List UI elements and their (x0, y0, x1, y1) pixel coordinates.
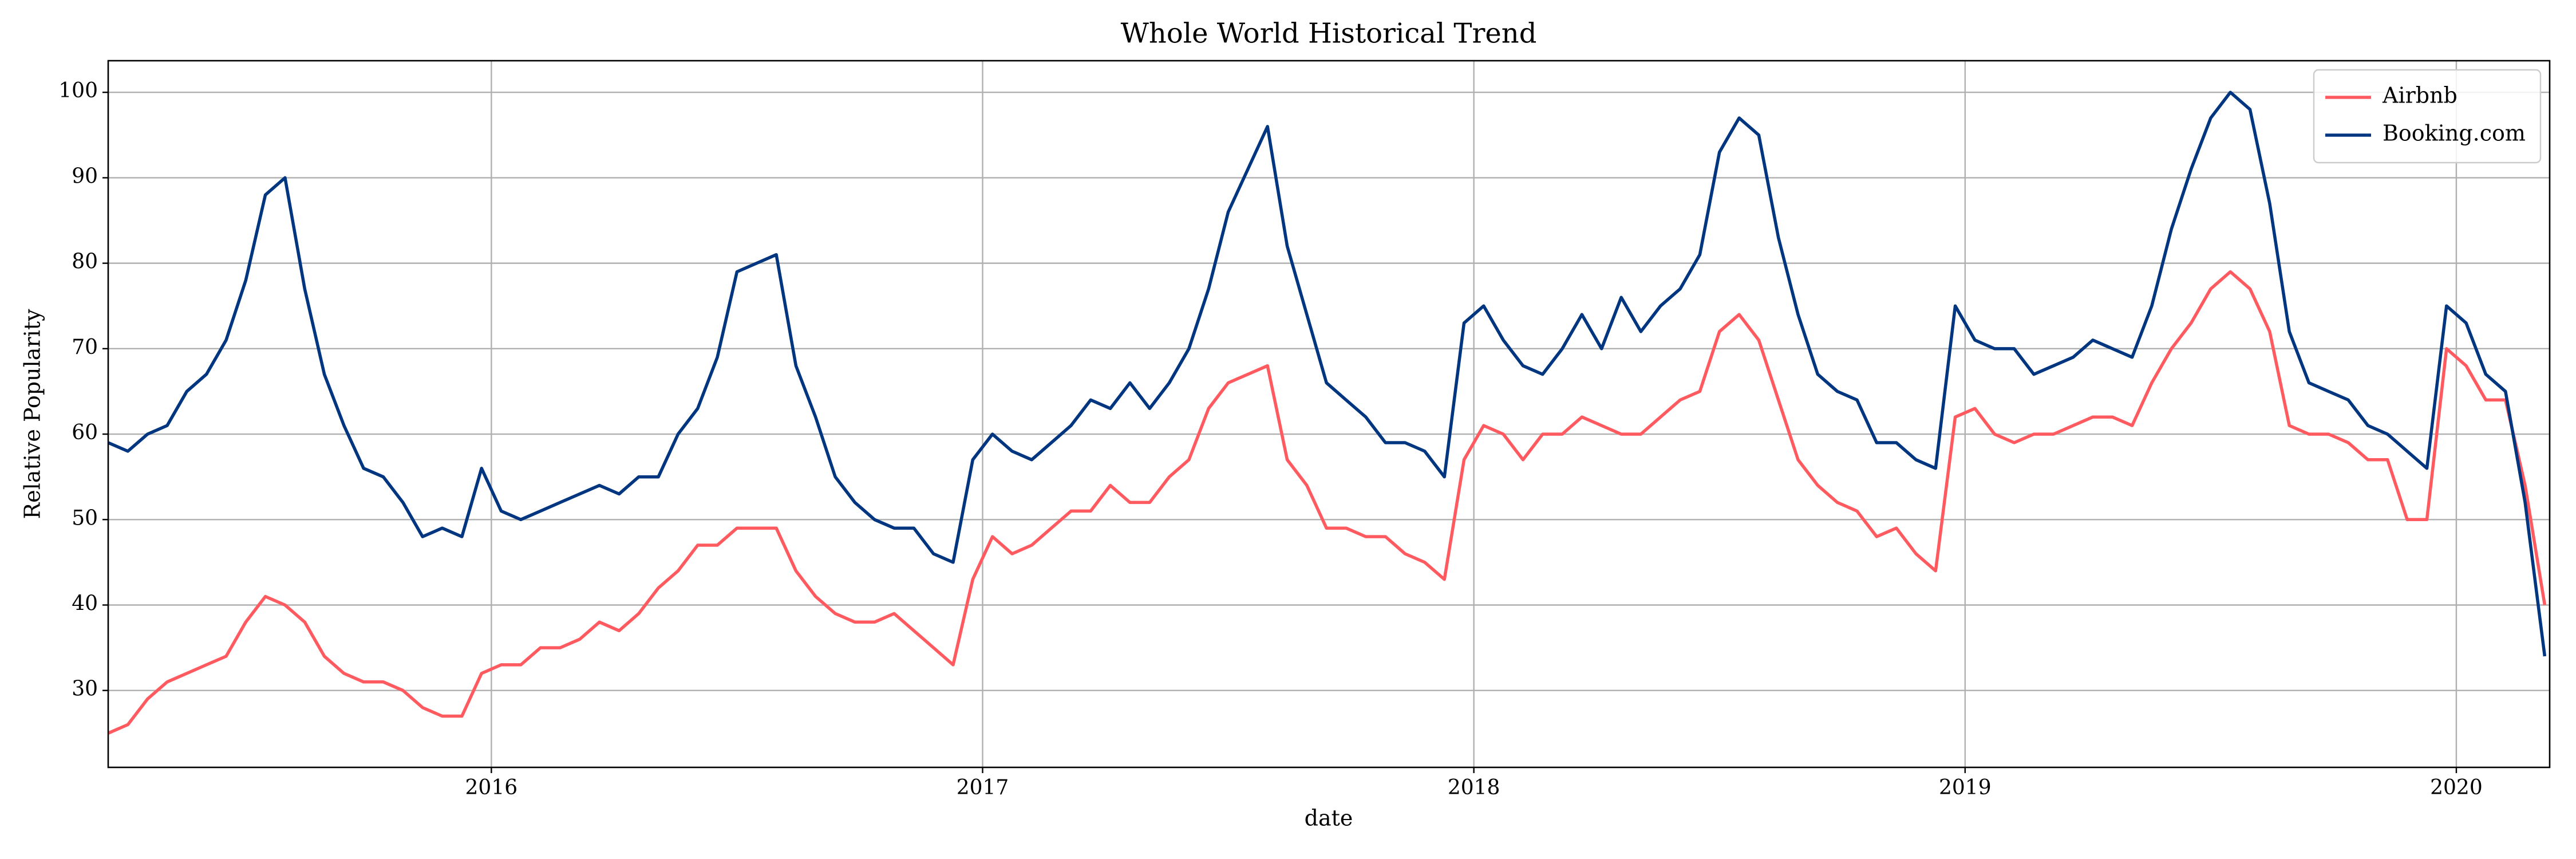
x-tick-label: 2016 (465, 776, 518, 799)
y-tick-label: 50 (72, 506, 98, 530)
legend-label: Booking.com (2383, 121, 2526, 146)
x-tick-label: 2018 (1448, 776, 1500, 799)
y-axis-label: Relative Popularity (20, 309, 45, 519)
legend-label: Airbnb (2382, 83, 2458, 108)
y-tick-label: 60 (72, 421, 98, 444)
y-tick-label: 100 (58, 79, 98, 103)
x-tick-label: 2019 (1939, 776, 1992, 799)
y-tick-label: 40 (72, 592, 98, 615)
series-line (107, 90, 2547, 657)
legend: Airbnb Booking.com (2313, 69, 2542, 164)
chart-title: Whole World Historical Trend (1121, 18, 1537, 50)
y-tick-label: 70 (72, 336, 98, 359)
y-tick-label: 80 (72, 250, 98, 274)
x-tick-label: 2020 (2430, 776, 2483, 799)
x-axis-label: date (1305, 806, 1353, 831)
y-tick-label: 90 (72, 164, 98, 188)
x-tick-label: 2017 (957, 776, 1009, 799)
legend-box (2313, 69, 2542, 164)
plot-frame (107, 60, 2551, 769)
series-line (107, 270, 2547, 735)
y-tick-label: 30 (72, 677, 98, 701)
